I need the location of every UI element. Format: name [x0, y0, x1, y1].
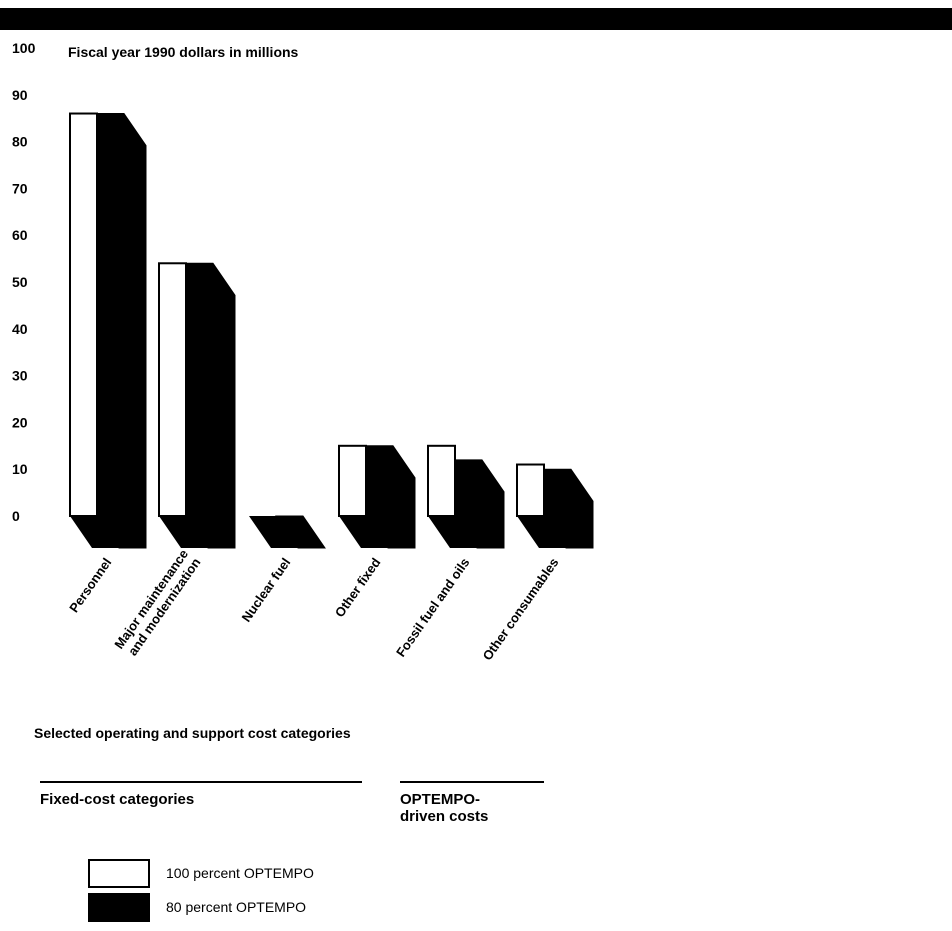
category-label-line: Other fixed	[332, 555, 384, 620]
y-tick-label: 20	[12, 414, 28, 430]
y-tick-label: 10	[12, 461, 28, 477]
category-label-line: Fossil fuel and oils	[393, 555, 472, 659]
bars	[69, 112, 594, 549]
x-axis-title: Selected operating and support cost cate…	[34, 725, 351, 741]
fixed-cost-group-label: Fixed-cost categories	[40, 791, 195, 808]
legend-swatch-80	[88, 893, 150, 922]
fixed-cost-rule	[40, 781, 362, 783]
category-label: Fossil fuel and oils	[393, 555, 472, 659]
bar-100-base-shadow	[249, 516, 298, 548]
category-label: Other consumables	[480, 555, 562, 663]
bar-100-base-shadow	[428, 516, 477, 548]
category-label-line: Nuclear fuel	[238, 555, 293, 625]
y-tick-label: 70	[12, 180, 28, 196]
bar-100-percent	[69, 112, 98, 518]
top-border-bar	[0, 8, 952, 30]
legend-label-100: 100 percent OPTEMPO	[166, 865, 314, 881]
y-tick-label: 60	[12, 227, 28, 243]
bar-100-percent	[516, 463, 545, 517]
bar-100-base-shadow	[517, 516, 566, 548]
y-tick-label: 90	[12, 87, 28, 103]
y-tick-label: 80	[12, 134, 28, 150]
y-axis-title: Fiscal year 1990 dollars in millions	[68, 44, 299, 60]
optempo-label-line2: driven costs	[400, 808, 489, 825]
bar-100-base-shadow	[339, 516, 388, 548]
y-axis-ticks: 0 10 20 30 40 50 60 70 80 90 100	[12, 40, 36, 524]
optempo-label-line1: OPTEMPO-	[400, 791, 481, 808]
bar-100-percent	[158, 262, 187, 517]
optempo-rule	[400, 781, 544, 783]
y-tick-label: 50	[12, 274, 28, 290]
category-label-line: Other consumables	[480, 555, 562, 663]
legend-item-80: 80 percent OPTEMPO	[88, 893, 508, 923]
y-tick-label: 30	[12, 368, 28, 384]
bar-100-base-shadow	[70, 516, 119, 548]
bar-100-percent	[338, 444, 367, 517]
category-label: Personnel	[66, 555, 114, 615]
category-label-line: Personnel	[66, 555, 114, 615]
bar-100-percent	[427, 444, 456, 517]
y-tick-label: 100	[12, 40, 36, 56]
bar-80-percent	[96, 113, 147, 549]
legend-item-100: 100 percent OPTEMPO	[88, 859, 508, 889]
legend-label-80: 80 percent OPTEMPO	[166, 899, 307, 915]
bar-100-base-shadow	[159, 516, 208, 548]
optempo-group-label: OPTEMPO- driven costs	[400, 791, 488, 825]
y-tick-label: 0	[12, 508, 20, 524]
y-tick-label: 40	[12, 321, 28, 337]
legend-swatch-100	[88, 859, 150, 888]
category-label: Other fixed	[332, 555, 384, 620]
bar-80-percent	[275, 515, 326, 549]
category-label: Nuclear fuel	[238, 555, 293, 625]
bar-80-percent	[185, 262, 236, 549]
